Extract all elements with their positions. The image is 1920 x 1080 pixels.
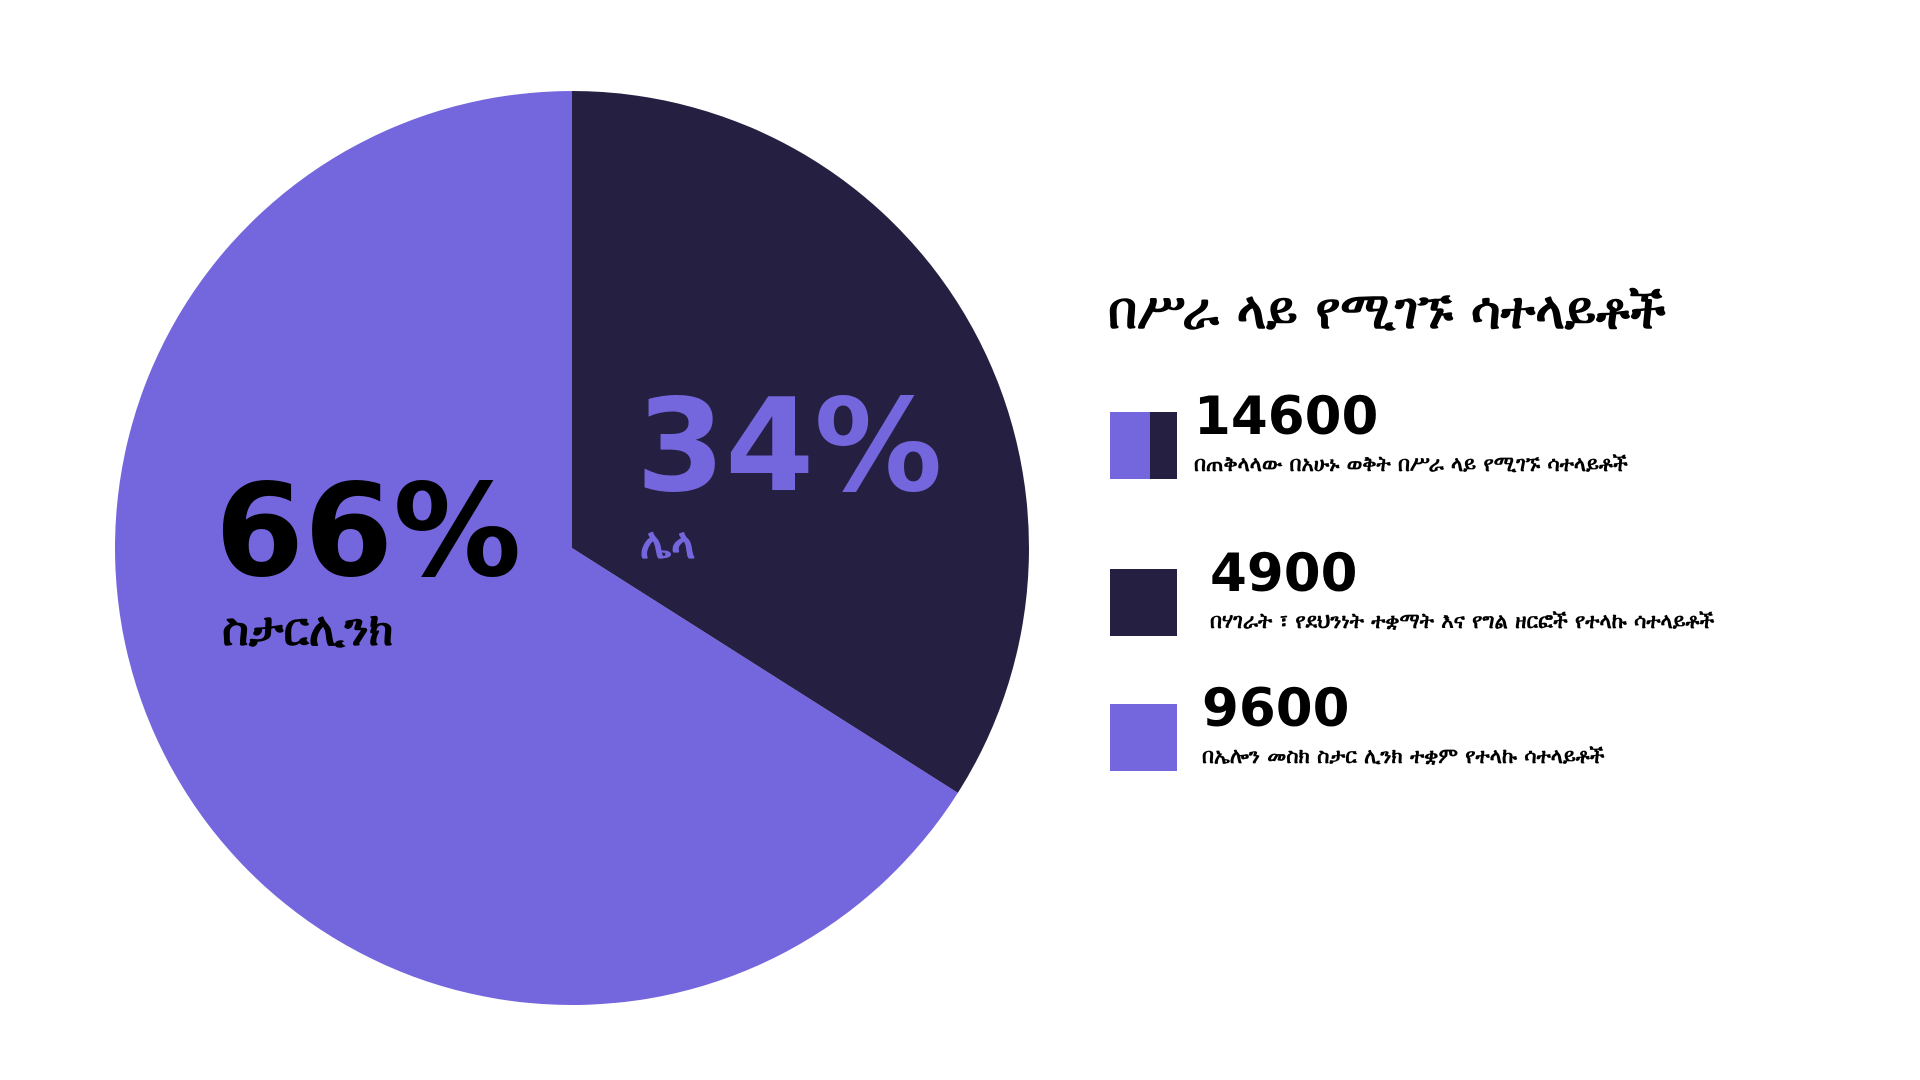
legend-swatch-other (1110, 569, 1177, 636)
legend-title: በሥራ ላይ የሚገኙ ሳተላይቶች (1108, 282, 1666, 341)
slice-starlink-name-label: ስታርሊንክ (222, 602, 394, 656)
legend-item-total: 14600 በጠቅላላው በአሁኑ ወቅት በሥራ ላይ የሚገኙ ሳተላይቶች (1110, 390, 1890, 484)
pie-slices (114, 91, 1029, 1005)
legend-item-other: 4900 በሃገራት ፣ የደህንነት ተቋማት እና የግል ዘርፎች የተላ… (1110, 547, 1890, 641)
slice-other-name-label: ሌላ (640, 519, 696, 568)
slice-starlink (114, 91, 958, 1005)
slice-other-percent-label: 34% (636, 372, 942, 521)
legend-value-starlink: 9600 (1202, 678, 1350, 739)
legend-value-total: 14600 (1194, 386, 1379, 447)
legend-value-other: 4900 (1210, 543, 1358, 604)
legend-item-starlink: 9600 በኤሎን መስክ ስታር ሊንክ ተቋም የተላኩ ሳተላይቶች (1110, 682, 1890, 776)
legend-swatch-total-other-part (1150, 412, 1177, 479)
legend-description-total: በጠቅላላው በአሁኑ ወቅት በሥራ ላይ የሚገኙ ሳተላይቶች (1194, 452, 1628, 476)
legend-description-other: በሃገራት ፣ የደህንነት ተቋማት እና የግል ዘርፎች የተላኩ ሳተላ… (1210, 609, 1715, 633)
legend-swatch-starlink (1110, 704, 1177, 771)
legend-description-starlink: በኤሎን መስክ ስታር ሊንክ ተቋም የተላኩ ሳተላይቶች (1202, 744, 1605, 768)
legend-swatch-total (1110, 412, 1177, 479)
slice-starlink-percent-label: 66% (215, 457, 521, 606)
slice-other (572, 91, 1029, 793)
legend-swatch-total-starlink-part (1110, 412, 1150, 479)
